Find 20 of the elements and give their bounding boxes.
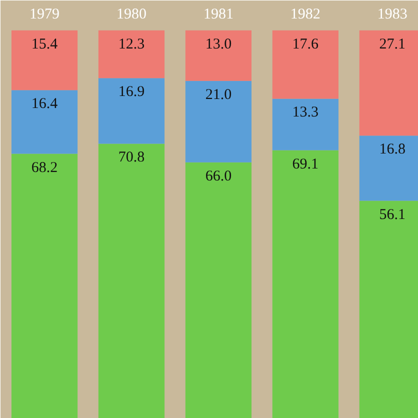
data-label: 13.0 <box>205 36 232 52</box>
data-label: 15.4 <box>31 36 58 52</box>
data-label: 69.1 <box>292 156 319 172</box>
data-label: 70.8 <box>118 150 145 166</box>
data-label: 17.6 <box>292 36 320 52</box>
x-tick-label: 1979 <box>30 6 60 22</box>
data-label: 66.0 <box>205 168 232 184</box>
data-label: 16.9 <box>118 84 145 100</box>
data-label: 13.3 <box>292 104 319 121</box>
x-tick-label: 1982 <box>290 6 320 22</box>
data-label: 56.1 <box>379 206 406 223</box>
data-label: 16.4 <box>31 96 58 112</box>
data-label: 27.1 <box>379 36 406 52</box>
data-label: 16.8 <box>379 142 406 158</box>
x-tick-label: 1981 <box>203 6 234 22</box>
data-label: 12.3 <box>118 36 145 52</box>
data-label: 21.0 <box>205 86 232 103</box>
x-tick-label: 1983 <box>377 6 408 22</box>
data-label: 68.2 <box>31 160 58 176</box>
x-tick-label: 1980 <box>116 6 146 22</box>
